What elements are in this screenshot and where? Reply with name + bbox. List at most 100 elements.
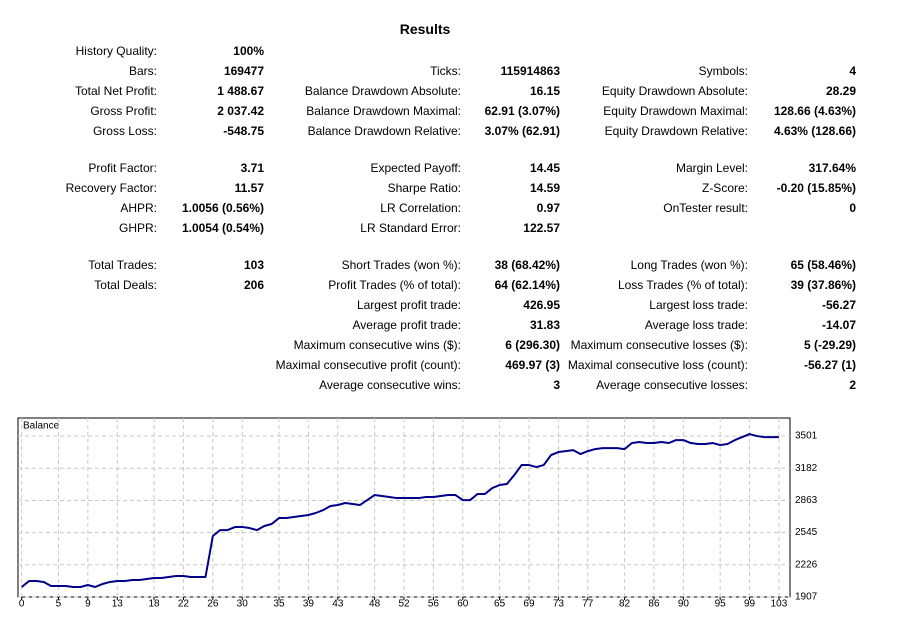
stat-label: Equity Drawdown Absolute:: [601, 84, 748, 98]
stat-value: 2 037.42: [217, 104, 264, 118]
stat-value: 100%: [233, 44, 264, 58]
stat-label: GHPR:: [118, 221, 157, 235]
stat-value: 0.97: [536, 201, 560, 215]
x-tick-label: 43: [332, 599, 344, 610]
stat-label: Maximal consecutive loss (count):: [567, 358, 748, 372]
stat-value: 38 (68.42%): [494, 258, 560, 272]
stat-label: Short Trades (won %):: [341, 258, 461, 272]
stat-label: Balance Drawdown Maximal:: [306, 104, 461, 118]
x-tick-label: 82: [619, 599, 631, 610]
x-tick-label: 99: [744, 599, 756, 610]
y-tick-label: 2226: [795, 559, 818, 570]
stat-value: -14.07: [821, 318, 856, 332]
stat-value: 2: [849, 378, 856, 392]
stat-value: 14.45: [529, 161, 560, 175]
stat-label: Average loss trade:: [644, 318, 748, 332]
stat-label: Average consecutive wins:: [319, 378, 461, 392]
stat-value: 169477: [223, 64, 264, 78]
stat-value: 3.07% (62.91): [484, 124, 560, 138]
stat-label: Recovery Factor:: [65, 181, 157, 195]
x-tick-label: 69: [523, 599, 535, 610]
x-tick-label: 30: [237, 599, 249, 610]
stat-value: 3.71: [240, 161, 264, 175]
stat-value: 3: [553, 378, 560, 392]
chart-title: Balance: [23, 421, 60, 432]
stat-value: 39 (37.86%): [790, 278, 856, 292]
stat-label: AHPR:: [120, 201, 157, 215]
x-tick-label: 60: [457, 599, 469, 610]
plot-frame: [17, 417, 791, 598]
stat-label: Balance Drawdown Relative:: [307, 124, 461, 138]
stat-label: Total Trades:: [88, 258, 157, 272]
stat-value: 6 (296.30): [505, 338, 560, 352]
stat-value: -548.75: [223, 124, 264, 138]
stat-value: 65 (58.46%): [790, 258, 856, 272]
x-tick-label: 65: [494, 599, 506, 610]
stat-label: Bars:: [128, 64, 157, 78]
stat-value: 62.91 (3.07%): [484, 104, 560, 118]
x-tick-label: 56: [428, 599, 440, 610]
stat-value: 122.57: [523, 221, 560, 235]
x-tick-label: 90: [678, 599, 690, 610]
x-tick-label: 73: [553, 599, 565, 610]
stat-value: 1.0056 (0.56%): [181, 201, 264, 215]
x-tick-label: 9: [85, 599, 91, 610]
stat-label: Profit Factor:: [88, 161, 157, 175]
x-tick-label: 103: [771, 599, 788, 610]
x-tick-label: 22: [178, 599, 190, 610]
stat-value: 128.66 (4.63%): [773, 104, 856, 118]
stat-value: 115914863: [500, 64, 560, 78]
x-tick-label: 13: [112, 599, 124, 610]
stat-value: 103: [243, 258, 264, 272]
stat-label: Largest profit trade:: [356, 298, 461, 312]
stat-value: -0.20 (15.85%): [776, 181, 856, 195]
stat-label: LR Correlation:: [380, 201, 461, 215]
report-title: Results: [399, 21, 451, 37]
stat-value: 28.29: [825, 84, 856, 98]
x-tick-label: 35: [273, 599, 285, 610]
x-tick-label: 5: [56, 599, 62, 610]
y-tick-label: 1907: [795, 592, 818, 603]
stat-value: 469.97 (3): [505, 358, 560, 372]
y-tick-label: 3501: [795, 431, 818, 442]
stat-label: Symbols:: [698, 64, 748, 78]
x-tick-label: 0: [19, 599, 25, 610]
stat-value: 31.83: [529, 318, 560, 332]
stat-value: 1.0054 (0.54%): [181, 221, 264, 235]
stat-label: Total Net Profit:: [74, 84, 157, 98]
x-tick-label: 48: [369, 599, 381, 610]
stat-label: Z-Score:: [701, 181, 748, 195]
stat-value: 317.64%: [808, 161, 856, 175]
stat-label: Average consecutive losses:: [596, 378, 748, 392]
x-tick-label: 86: [648, 599, 660, 610]
stat-value: 11.57: [234, 181, 264, 195]
y-tick-label: 2545: [795, 527, 818, 538]
stat-value: 0: [849, 201, 856, 215]
balance-line: [21, 433, 779, 589]
stat-value: 14.59: [529, 181, 560, 195]
stat-label: Equity Drawdown Maximal:: [603, 104, 748, 118]
stat-value: -56.27 (1): [803, 358, 856, 372]
stat-label: Profit Trades (% of total):: [328, 278, 461, 292]
stat-value: 426.95: [523, 298, 560, 312]
stat-value: 206: [243, 278, 264, 292]
stat-label: Expected Payoff:: [370, 161, 461, 175]
x-tick-label: 52: [398, 599, 410, 610]
stat-value: 4: [849, 64, 856, 78]
stat-label: Balance Drawdown Absolute:: [304, 84, 461, 98]
stat-value: 4.63% (128.66): [773, 124, 856, 138]
stat-label: Margin Level:: [675, 161, 748, 175]
stat-label: Maximal consecutive profit (count):: [275, 358, 461, 372]
stat-value: 16.15: [529, 84, 560, 98]
stat-label: Long Trades (won %):: [630, 258, 748, 272]
stat-label: Gross Profit:: [90, 104, 157, 118]
stat-label: Average profit trade:: [352, 318, 461, 332]
stat-value: -56.27: [821, 298, 856, 312]
stat-label: Sharpe Ratio:: [387, 181, 461, 195]
stat-value: 1 488.67: [217, 84, 264, 98]
stat-label: History Quality:: [75, 44, 157, 58]
stat-label: Equity Drawdown Relative:: [604, 124, 748, 138]
stat-value: 64 (62.14%): [494, 278, 560, 292]
